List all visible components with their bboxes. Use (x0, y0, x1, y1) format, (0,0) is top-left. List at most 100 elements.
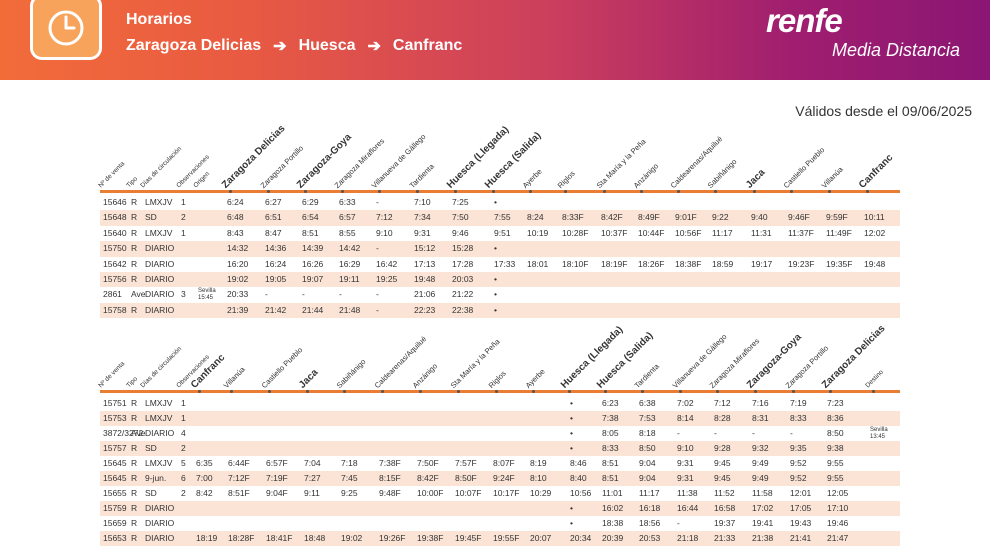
cell-n-de-venta: 15757 (103, 443, 127, 453)
validity-date: Válidos desde el 09/06/2025 (795, 103, 972, 119)
cell-zaragoza-goya: 21:44 (302, 304, 324, 315)
timetable-return: Nº de venta Tipo Días de circulación Observ… (97, 308, 900, 553)
cell-tardienta: 8:18 (639, 428, 656, 438)
station-marker (492, 190, 495, 193)
cell-zaragoza-delicias: 7:23 (827, 398, 844, 408)
cell-dias-de-circulacion: DIARIO (145, 258, 175, 269)
cell-castiello-pueblo: 9:46F (788, 212, 810, 223)
station-marker (198, 390, 201, 393)
table-row: 15751 R LMXJV 1 • 6:23 6:38 7:02 7:12 7:16 7:19 7:2… (100, 396, 900, 411)
arrow-right-icon: ➔ (273, 38, 287, 55)
cell-zaragoza-miraflores: 7:12 (714, 398, 731, 408)
cell-n-de-venta: 15645 (103, 473, 127, 483)
header-banner: Horarios Zaragoza Delicias ➔ Huesca ➔ Ca… (0, 0, 990, 80)
cell-huesca-llegada: 15:28 (452, 243, 474, 254)
cell-n-de-venta: 15758 (103, 304, 127, 315)
cell-ayerbe: 8:10 (530, 473, 547, 483)
cell-dias-de-circulacion: DIARIO (145, 304, 175, 315)
cell-riglos: 10:28F (562, 227, 589, 238)
column-header-n-de-venta: Nº de venta (97, 160, 127, 190)
station-marker (568, 390, 571, 393)
cell-anzanigo: 10:00F (417, 488, 444, 498)
cell-jaca: 11:31 (751, 227, 772, 238)
cell-ayerbe: 10:29 (530, 488, 552, 498)
cell-dias-de-circulacion: SD (145, 443, 157, 453)
cell-huesca-salida: 7:55 (494, 212, 511, 223)
cell-observaciones: 1 (181, 413, 186, 423)
cell-villanua: 11:49F (826, 227, 852, 238)
cell-n-de-venta: 15645 (103, 458, 127, 468)
cell-anzanigo: 8:49F (638, 212, 660, 223)
cell-tipo: R (131, 413, 138, 423)
cell-villanueva-de-gallego: 16:42 (376, 258, 398, 269)
cell-caldearenas-aquilue: 10:56F (675, 227, 702, 238)
cell-zaragoza-portillo: 9:35 (790, 443, 807, 453)
cell-huesca-salida: 9:51 (494, 227, 511, 238)
station-marker (714, 190, 717, 193)
cell-castiello-pueblo: 11:37F (788, 227, 814, 238)
cell-villanueva-de-gallego: 8:14 (677, 413, 694, 423)
cell-n-de-venta: 15759 (103, 503, 127, 513)
cell-ayerbe: 18:01 (527, 258, 549, 269)
cell-villanueva-de-gallego: - (677, 428, 680, 438)
cell-zaragoza-delicias: 19:02 (227, 274, 249, 284)
cell-huesca-salida: 17:33 (494, 258, 516, 269)
column-header-sabinanigo: Sabiñánigo (705, 157, 739, 190)
table-header: Nº de venta Tipo Días de circulación Observ… (97, 108, 900, 191)
cell-villanueva-de-gallego: 7:12 (376, 212, 393, 223)
station-marker (457, 390, 460, 393)
cell-zaragoza-goya: 9:49 (752, 458, 769, 468)
cell-huesca-llegada: • (570, 413, 573, 423)
cell-huesca-salida: 20:39 (602, 533, 624, 543)
cell-caldearenas-aquilue: 9:48F (379, 488, 401, 498)
cell-zaragoza-delicias: 6:24 (227, 197, 244, 207)
cell-zaragoza-delicias: 17:10 (827, 503, 849, 513)
column-header-tipo: Tipo (125, 375, 140, 390)
table-row: 15758 R DIARIO 21:39 21:42 21:44 21:48 - 22:23 22… (100, 302, 900, 319)
cell-anzanigo: 18:26F (638, 258, 665, 269)
cell-zaragoza-goya: - (302, 289, 305, 300)
cell-huesca-salida: 16:02 (602, 503, 624, 513)
cell-jaca: 18:48 (304, 533, 326, 543)
cell-villanueva-de-gallego: - (376, 304, 379, 315)
renfe-logo: renfe (766, 2, 843, 39)
station-marker (229, 190, 232, 193)
cell-zaragoza-miraflores: - (339, 289, 342, 300)
cell-castiello-pueblo: 6:57F (266, 458, 288, 468)
station-marker (341, 190, 344, 193)
station-marker (564, 190, 567, 193)
cell-anzanigo: 10:44F (638, 227, 665, 238)
cell-sta-maria-y-la-pena: 18:19F (601, 258, 628, 269)
cell-villanua: 18:28F (228, 533, 255, 543)
cell-caldearenas-aquilue: 7:38F (379, 458, 401, 468)
cell-n-de-venta: 15756 (103, 274, 127, 284)
route-destination: Canfranc (392, 37, 463, 54)
cell-zaragoza-miraflores: 6:57 (339, 212, 356, 223)
cell-tardienta: 7:34 (414, 212, 431, 223)
cell-zaragoza-delicias: 8:50 (827, 428, 844, 438)
cell-observaciones: 6 (181, 473, 186, 483)
cell-huesca-llegada: • (570, 398, 573, 408)
cell-sabinanigo: 9:22 (712, 212, 729, 223)
cell-sabinanigo: 7:18 (341, 458, 358, 468)
cell-zaragoza-miraflores: 11:52 (714, 488, 735, 498)
cell-zaragoza-goya: 17:02 (752, 503, 774, 513)
cell-tardienta: 21:06 (414, 289, 436, 300)
cell-tardienta: 7:10 (414, 197, 431, 207)
cell-zaragoza-portillo: 9:52 (790, 473, 807, 483)
table-row: 15759 R DIARIO • 16:02 16:18 16:44 16:58 17:02 17… (100, 501, 900, 516)
station-marker (268, 390, 271, 393)
cell-villanua: 6:44F (228, 458, 250, 468)
cell-villanueva-de-gallego: 21:18 (677, 533, 699, 543)
cell-tardienta: 9:04 (639, 458, 656, 468)
cell-tipo: R (131, 274, 138, 284)
cell-tipo: R (131, 227, 138, 238)
column-header-n-de-venta: Nº de venta (97, 360, 127, 390)
cell-origen: Sevilla 15:45 (198, 288, 216, 302)
cell-dias-de-circulacion: DIARIO (145, 274, 175, 284)
table-row: 2861 Ave DIARIO 3 Sevilla 15:45 20:33 - - - - 21:0… (100, 287, 900, 302)
station-marker (640, 190, 643, 193)
cell-canfranc: 6:35 (196, 458, 213, 468)
cell-huesca-salida: 18:38 (602, 518, 624, 528)
cell-canfranc: 19:48 (864, 258, 886, 269)
